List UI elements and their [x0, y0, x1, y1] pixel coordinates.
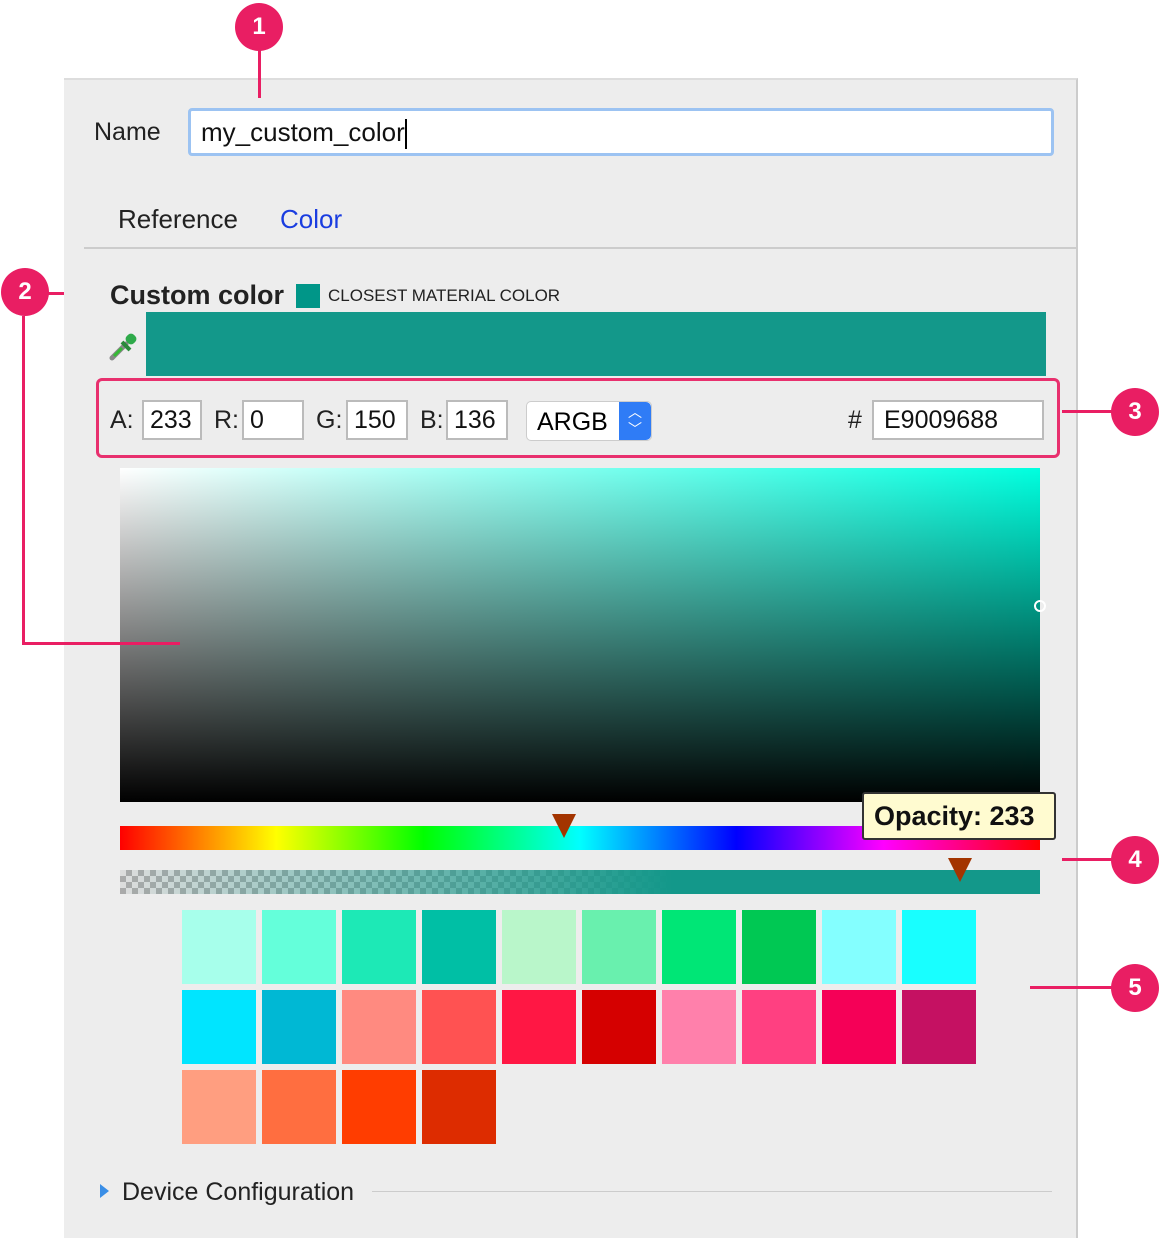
callout-1: 1: [235, 3, 283, 51]
color-mode-select[interactable]: ARGB ︿ ﹀: [526, 401, 652, 441]
color-swatch[interactable]: [262, 1070, 336, 1144]
color-swatch[interactable]: [582, 990, 656, 1064]
color-swatch[interactable]: [342, 990, 416, 1064]
green-label: G:: [316, 406, 343, 434]
callout-4: 4: [1111, 836, 1159, 884]
color-swatch[interactable]: [822, 910, 896, 984]
text-caret: [404, 119, 407, 150]
color-swatch[interactable]: [262, 990, 336, 1064]
color-swatch[interactable]: [902, 910, 976, 984]
color-swatch[interactable]: [902, 990, 976, 1064]
color-swatch[interactable]: [342, 1070, 416, 1144]
argb-row: [96, 378, 1060, 458]
closest-material-color-label: CLOSEST MATERIAL COLOR: [328, 286, 561, 305]
green-input[interactable]: 150: [346, 400, 408, 440]
material-swatch-grid: [182, 910, 976, 1144]
hue-slider-thumb[interactable]: [552, 814, 576, 838]
name-input[interactable]: my_custom_color: [188, 108, 1054, 156]
device-configuration-section[interactable]: Device Configuration: [122, 1178, 355, 1206]
red-label: R:: [214, 406, 239, 434]
color-swatch[interactable]: [822, 990, 896, 1064]
custom-color-title: Custom color: [110, 280, 285, 310]
tab-reference[interactable]: Reference: [118, 204, 238, 234]
color-swatch[interactable]: [662, 910, 736, 984]
section-divider: [372, 1191, 1052, 1192]
closest-material-swatch[interactable]: [296, 284, 320, 308]
color-swatch[interactable]: [742, 990, 816, 1064]
saturation-value-picker[interactable]: [120, 468, 1040, 802]
color-swatch[interactable]: [342, 910, 416, 984]
alpha-label: A:: [110, 406, 134, 434]
color-swatch[interactable]: [182, 990, 256, 1064]
opacity-slider-thumb[interactable]: [948, 858, 972, 882]
blue-label: B:: [420, 406, 444, 434]
callout-line-1: [258, 50, 261, 98]
callout-5: 5: [1111, 964, 1159, 1012]
name-value: my_custom_color: [201, 117, 405, 147]
color-mode-value: ARGB: [537, 408, 608, 436]
color-swatch[interactable]: [422, 1070, 496, 1144]
opacity-slider[interactable]: [120, 870, 1040, 894]
callout-3: 3: [1111, 388, 1159, 436]
color-swatch[interactable]: [182, 1070, 256, 1144]
callout-line-2a: [48, 292, 64, 295]
expand-triangle-icon[interactable]: [100, 1184, 109, 1198]
color-swatch[interactable]: [582, 910, 656, 984]
callout-2: 2: [1, 268, 49, 316]
callout-line-4: [1062, 858, 1112, 861]
callout-line-5: [1030, 986, 1112, 989]
color-swatch[interactable]: [262, 910, 336, 984]
color-swatch[interactable]: [422, 990, 496, 1064]
color-swatch[interactable]: [502, 910, 576, 984]
color-swatch[interactable]: [662, 990, 736, 1064]
tab-divider: [84, 247, 1076, 249]
eyedropper-icon[interactable]: [108, 328, 142, 367]
callout-line-2b: [22, 316, 25, 644]
color-swatch[interactable]: [742, 910, 816, 984]
hash-label: #: [848, 406, 862, 434]
hex-input[interactable]: E9009688: [872, 400, 1044, 440]
color-preview: [146, 312, 1046, 376]
color-resource-dialog: Name my_custom_color Reference Color Cus…: [64, 78, 1078, 1238]
picker-handle[interactable]: [1034, 600, 1046, 612]
blue-input[interactable]: 136: [446, 400, 508, 440]
opacity-tooltip: Opacity: 233: [862, 792, 1056, 840]
name-label: Name: [94, 118, 161, 146]
callout-line-3: [1062, 410, 1112, 413]
alpha-input[interactable]: 233: [142, 400, 202, 440]
callout-line-2c: [22, 642, 180, 645]
color-swatch[interactable]: [422, 910, 496, 984]
red-input[interactable]: 0: [242, 400, 304, 440]
color-swatch[interactable]: [502, 990, 576, 1064]
chevron-updown-icon: ︿ ﹀: [619, 402, 651, 440]
color-swatch[interactable]: [182, 910, 256, 984]
tab-color[interactable]: Color: [280, 204, 343, 234]
